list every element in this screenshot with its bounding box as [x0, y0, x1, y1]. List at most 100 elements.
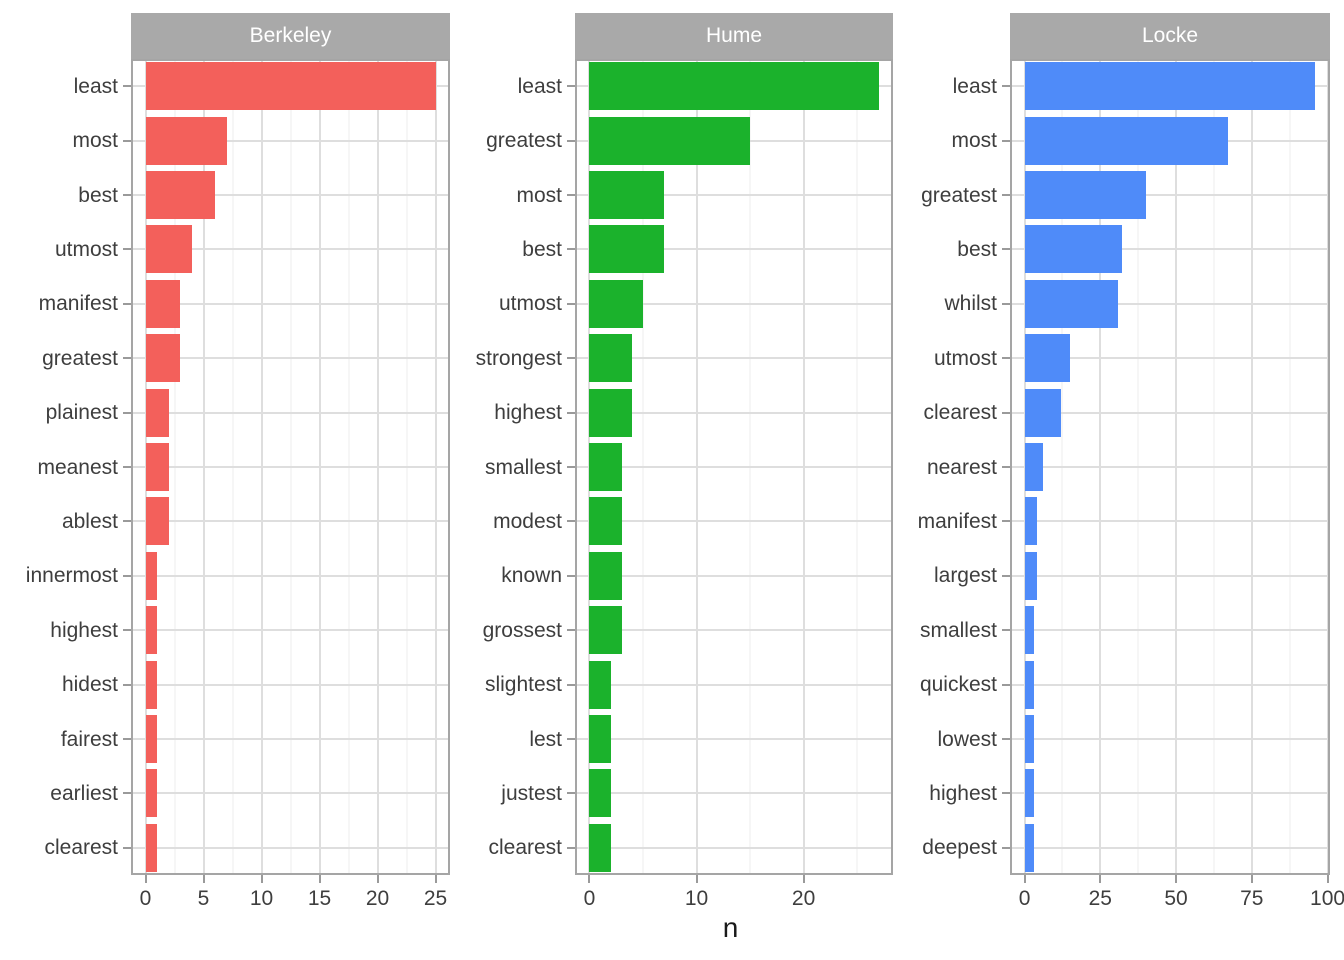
bar-most — [589, 171, 665, 220]
x-axis-tick-label: 20 — [365, 887, 390, 910]
y-axis-labels: least greatest most best utmost strongest high… — [450, 59, 575, 875]
x-axis-tick — [202, 875, 205, 883]
x-axis-locke: 0 25 50 75 100 — [1010, 875, 1344, 921]
bar-strongest — [589, 334, 633, 383]
y-axis-row: least — [450, 59, 575, 113]
y-label-earliest: earliest — [50, 781, 118, 805]
y-axis-tick — [123, 629, 131, 632]
gridline-horizontal — [131, 194, 450, 197]
gridline-horizontal — [1010, 629, 1330, 632]
bar-ablest — [145, 497, 169, 546]
x-axis-tick-label: 25 — [1088, 887, 1112, 910]
y-label-utmost: utmost — [933, 346, 997, 370]
bar-row — [131, 657, 450, 711]
x-axis-tick — [1250, 875, 1253, 883]
y-axis-row: lowest — [893, 712, 1010, 766]
y-axis-tick — [123, 357, 131, 360]
y-axis-tick — [1002, 194, 1010, 197]
y-axis-row: earliest — [0, 766, 131, 820]
bar-row — [131, 440, 450, 494]
y-axis-row: whilst — [893, 277, 1010, 331]
y-axis-row: highest — [0, 603, 131, 657]
gridline-horizontal — [1010, 683, 1330, 686]
y-axis-tick — [567, 846, 575, 849]
bar-row — [131, 331, 450, 385]
y-label-fairest: fairest — [60, 727, 118, 751]
y-axis-tick — [1002, 466, 1010, 469]
y-axis-row: justest — [450, 766, 575, 820]
gridline-horizontal — [575, 302, 893, 305]
y-label-highest: highest — [494, 401, 562, 425]
y-axis-tick — [1002, 248, 1010, 251]
bar-row — [575, 766, 893, 820]
y-axis-tick — [1002, 139, 1010, 142]
y-axis-row: nearest — [893, 440, 1010, 494]
gridline-horizontal — [131, 629, 450, 632]
bar-row — [575, 59, 893, 113]
gridline-horizontal — [131, 139, 450, 142]
x-axis-tick-label: 15 — [307, 887, 332, 910]
bar-row — [1010, 168, 1330, 222]
gridline-horizontal — [575, 411, 893, 414]
y-axis-row: least — [893, 59, 1010, 113]
bar-row — [131, 385, 450, 439]
y-axis-row: innermost — [0, 549, 131, 603]
y-axis-row: clearest — [450, 821, 575, 875]
gridline-horizontal — [1010, 738, 1330, 741]
y-axis-tick — [567, 738, 575, 741]
bar-least — [145, 62, 436, 111]
gridline-horizontal — [1010, 466, 1330, 469]
y-axis-row: least — [0, 59, 131, 113]
strip-spacer — [450, 13, 575, 59]
gridline-horizontal — [575, 520, 893, 523]
y-axis-row: plainest — [0, 385, 131, 439]
y-axis-row: quickest — [893, 657, 1010, 711]
gridline-horizontal — [1010, 302, 1330, 305]
y-axis-tick — [123, 302, 131, 305]
bar-clearest — [145, 823, 158, 872]
y-axis-tick — [123, 683, 131, 686]
gridline-horizontal — [1010, 574, 1330, 577]
gridline-horizontal — [1010, 248, 1330, 251]
y-axis-row: highest — [450, 385, 575, 439]
bar-nearest — [1024, 443, 1043, 492]
y-axis-row: most — [0, 113, 131, 167]
y-label-clearest: clearest — [923, 401, 997, 425]
y-axis-tick — [1002, 520, 1010, 523]
y-axis-row: clearest — [893, 385, 1010, 439]
bar-highest — [1024, 769, 1034, 818]
y-label-utmost: utmost — [54, 237, 118, 261]
y-axis-tick — [567, 792, 575, 795]
bar-whilst — [1024, 279, 1119, 328]
bar-clearest — [589, 823, 611, 872]
bar-highest — [145, 606, 158, 655]
x-axis-tick — [144, 875, 147, 883]
y-axis-tick — [567, 411, 575, 414]
bar-best — [145, 171, 216, 220]
y-label-least: least — [73, 74, 118, 98]
x-axis-tick-label: 0 — [139, 887, 152, 910]
y-axis-row: deepest — [893, 821, 1010, 875]
bar-slightest — [589, 660, 611, 709]
panel-column-locke: Locke 0 25 50 75 100 — [1010, 13, 1344, 921]
bar-row — [1010, 440, 1330, 494]
y-label-largest: largest — [933, 564, 997, 588]
y-axis-tick — [1002, 792, 1010, 795]
gridline-horizontal — [131, 466, 450, 469]
bar-row — [131, 549, 450, 603]
x-axis-tick — [588, 875, 591, 883]
y-label-best: best — [957, 237, 997, 261]
bar-quickest — [1024, 660, 1034, 709]
bar-row — [131, 494, 450, 548]
bar-manifest — [1024, 497, 1037, 546]
bar-row — [1010, 277, 1330, 331]
gridline-horizontal — [575, 738, 893, 741]
bar-row — [1010, 59, 1330, 113]
strip-spacer — [893, 13, 1010, 59]
x-axis-berkeley: 0 5 10 15 20 25 — [131, 875, 450, 921]
bar-utmost — [589, 279, 643, 328]
y-label-nearest: nearest — [926, 455, 997, 479]
gridline-horizontal — [131, 411, 450, 414]
gridline-horizontal — [131, 357, 450, 360]
